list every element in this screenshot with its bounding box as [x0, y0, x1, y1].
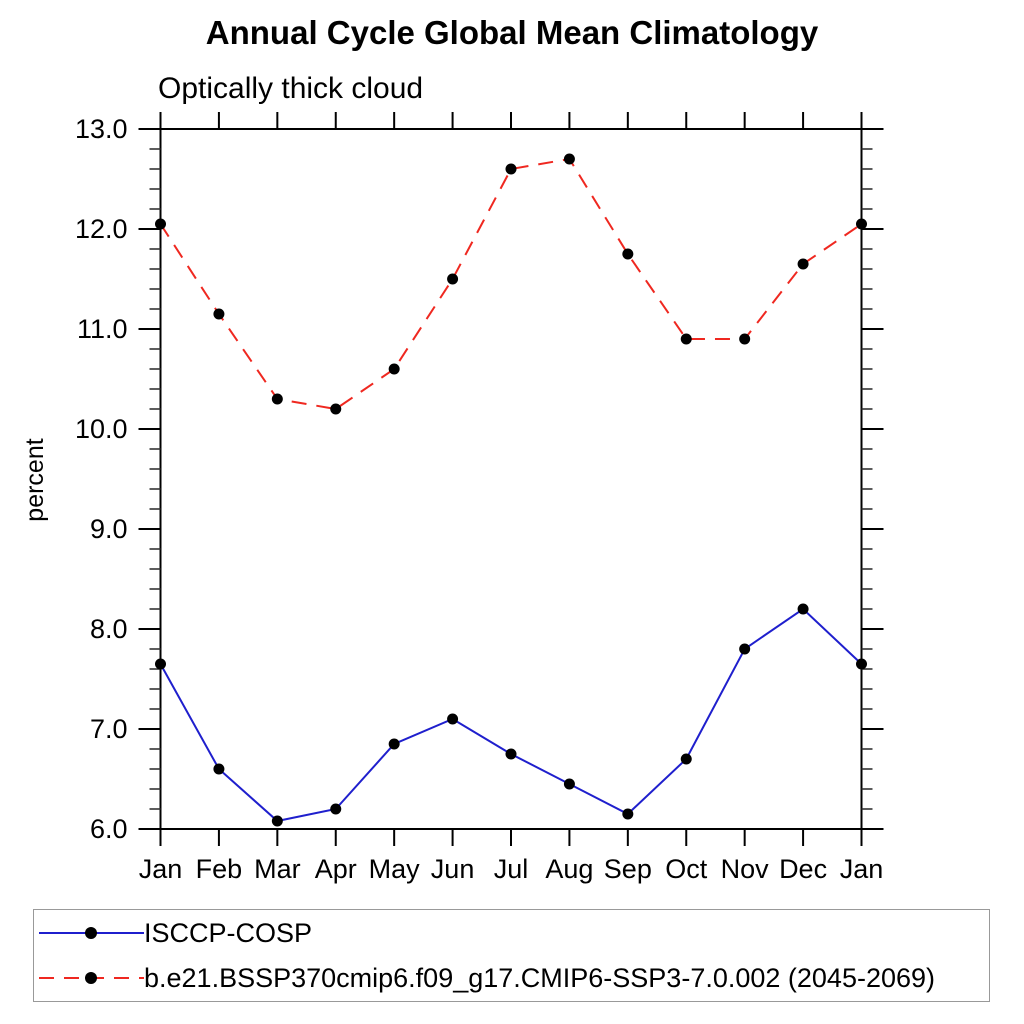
legend-box: ISCCP-COSP b.e21.BSSP370cmip6.f09_g17.CMI… [33, 909, 990, 1002]
x-tick-label: Jan [139, 854, 183, 884]
data-point-marker [563, 778, 575, 790]
x-tick-label: Jan [840, 854, 884, 884]
data-point-marker [739, 643, 751, 655]
y-ticks: 6.0 7.0 8.0 9.0 10.0 11.0 12.0 13.0 [75, 114, 884, 844]
series-line-0 [159, 607, 863, 823]
series-1 [155, 153, 867, 415]
series-line-1 [159, 157, 863, 411]
data-point-marker [622, 248, 634, 260]
x-tick-label: May [369, 854, 421, 884]
data-point-marker [797, 258, 809, 270]
y-tick-label: 10.0 [75, 414, 128, 444]
data-point-marker [680, 333, 692, 345]
data-point-marker [155, 218, 166, 230]
y-tick-label: 6.0 [90, 814, 128, 844]
x-tick-label: Aug [545, 854, 593, 884]
legend-line-sample [39, 927, 144, 939]
data-point-marker [213, 308, 225, 320]
x-tick-label: Oct [665, 854, 708, 884]
y-tick-label: 11.0 [77, 314, 128, 344]
x-tick-label: Dec [779, 854, 827, 884]
legend-item: ISCCP-COSP [34, 911, 989, 956]
x-tick-label: Apr [315, 854, 357, 884]
data-point-marker [271, 393, 283, 405]
y-tick-label: 12.0 [75, 214, 128, 244]
x-tick-label: Mar [254, 854, 301, 884]
y-tick-label: 8.0 [90, 614, 128, 644]
data-point-marker [797, 603, 809, 615]
data-point-marker [388, 738, 400, 750]
series-0 [155, 603, 867, 827]
legend-label: ISCCP-COSP [144, 917, 313, 948]
x-tick-label: Nov [721, 854, 770, 884]
data-point-marker [447, 713, 459, 725]
data-point-marker [739, 333, 751, 345]
legend-line-sample [39, 972, 144, 984]
data-point-marker [505, 748, 517, 760]
chart-subtitle: Optically thick cloud [158, 72, 424, 105]
y-axis-label-group: percent [21, 438, 49, 521]
x-tick-label: Jul [494, 854, 529, 884]
y-tick-label: 9.0 [90, 514, 128, 544]
legend-sample-marker [85, 972, 97, 984]
data-point-marker [213, 763, 225, 775]
axes [159, 112, 863, 846]
x-tick-label: Sep [604, 854, 652, 884]
plot-area: Jan Feb Mar Apr May Jun Jul Aug Sep Oct Nov Dec Jan 6… [21, 112, 884, 884]
data-point-marker [505, 163, 517, 175]
data-point-marker [622, 808, 634, 820]
chart-title: Annual Cycle Global Mean Climatology [205, 14, 819, 51]
legend-label: b.e21.BSSP370cmip6.f09_g17.CMIP6-SSP3-7.… [144, 962, 936, 993]
data-point-marker [155, 658, 166, 670]
legend-item: b.e21.BSSP370cmip6.f09_g17.CMIP6-SSP3-7.… [34, 956, 989, 1001]
data-point-marker [271, 815, 283, 827]
x-ticks: Jan Feb Mar Apr May Jun Jul Aug Sep Oct Nov Dec Jan [139, 112, 884, 884]
y-tick-label: 13.0 [75, 114, 128, 144]
legend-sample-marker [85, 927, 97, 939]
data-point-marker [680, 753, 692, 765]
x-tick-label: Feb [196, 854, 243, 884]
data-point-marker [388, 363, 400, 375]
data-point-marker [563, 153, 575, 165]
data-point-marker [330, 403, 342, 415]
y-axis-label: percent [21, 438, 49, 521]
data-point-marker [856, 218, 867, 230]
x-tick-label: Jun [431, 854, 475, 884]
y-tick-label: 7.0 [90, 714, 128, 744]
data-point-marker [447, 273, 459, 285]
data-point-marker [330, 803, 342, 815]
data-point-marker [856, 658, 867, 670]
